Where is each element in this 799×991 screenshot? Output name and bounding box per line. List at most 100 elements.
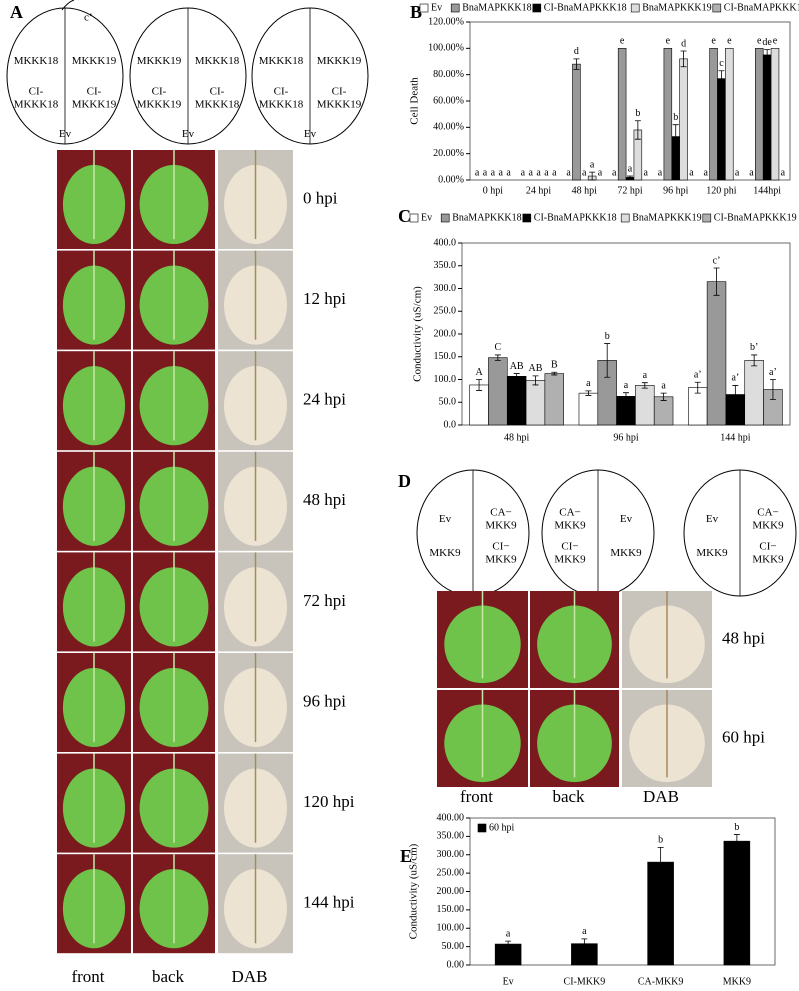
significance-letter: a [552,167,557,178]
error-bar [513,373,520,380]
label-line: MKK9 [554,519,586,531]
label-line: MKK9 [554,553,586,565]
label-line: CI− [492,540,509,552]
legend-swatch [620,213,630,223]
significance-letter: a [689,167,694,178]
x-tick-label: CI-MKK9 [564,976,606,987]
significance-letter: b [658,835,663,846]
legend-swatch [450,3,460,13]
error-bar [764,49,771,61]
legend-label: BnaMAPKKK18 [462,2,531,13]
legend-label: BnaMAPKKK19 [642,2,711,13]
row-label: 144 hpi [303,893,355,912]
label-line: Ev [304,127,317,139]
significance-letter: a [491,167,496,178]
x-tick-label: 48 hpi [572,185,598,196]
bar [725,48,734,181]
error-bar [672,124,679,149]
significance-letter: e [727,36,732,47]
significance-letter: AB [510,361,524,372]
diagram-label: CA− MKK9 [752,506,784,531]
y-tick-label: 350.0 [434,260,457,271]
label-line: MKK9 [696,547,728,559]
x-tick-label: Ev [503,976,514,987]
error-bar [769,379,776,400]
label-line: MKK9 [485,553,517,565]
y-tick-label: 350.00 [437,831,465,842]
label-line: MKK9 [429,547,461,559]
error-bar [733,834,740,849]
legend-label: CI-BnaMAPKKK18 [544,2,627,13]
x-tick-label: 120 phi [706,185,737,196]
significance-letter: e [711,36,716,47]
significance-letter: a [781,167,786,178]
y-tick-label: 0.0 [444,419,457,430]
bar [647,861,674,966]
row-label: 60 hpi [722,727,765,746]
y-tick-label: 150.00 [437,904,465,915]
x-tick-label: 48 hpi [504,432,530,443]
significance-letter: a [703,167,708,178]
diagram-label: CI− MKK9 [752,540,784,565]
diagram-label: MKK9 [696,547,728,559]
y-tick-label: 400.0 [434,237,457,248]
diagram-label: Ev [706,513,719,525]
error-bar [627,175,633,180]
y-tick-label: 0.00 [447,959,465,970]
error-bar [476,379,483,391]
label-line: CA− [490,506,511,518]
diagram-label: MKK9 [429,547,461,559]
x-tick-label: 96 hpi [613,432,639,443]
diagram-label: CI-MKKK18 [195,85,240,110]
error-bar [751,354,758,367]
x-tick-label: 144 hpi [720,432,751,443]
significance-letter: a [506,167,511,178]
legend-label: CI-BnaMAPKKK18 [534,212,617,223]
legend-swatch [440,213,450,223]
annotation: c’ [84,12,93,24]
row-label: 120 hpi [303,792,355,811]
significance-letter: b [734,822,739,833]
significance-letter: a [643,370,648,381]
y-tick-label: 20.00% [433,148,464,159]
panel-letter: A [10,2,23,22]
diagram-label: CI− MKK9 [554,540,586,565]
label-line: MKKK18 [14,55,59,67]
label-line: MKKK19 [317,55,362,67]
column-label: DAB [643,787,679,806]
significance-letter: d [574,46,579,57]
significance-letter: a [521,167,526,178]
x-tick-label: MKK9 [723,976,751,987]
significance-letter: a [536,167,541,178]
diagram-label: Ev [620,513,633,525]
significance-letter: a [528,167,533,178]
significance-letter: a [643,167,648,178]
label-line: MKKK18 [195,98,240,110]
y-tick-label: 80.00% [433,69,464,80]
bar [544,373,564,426]
significance-letter: de [762,37,772,48]
diagram-label: Ev [304,127,317,139]
diagram-label: CI-MKKK19 [317,85,362,110]
bar [723,840,751,966]
bar [663,48,673,181]
bar [762,54,772,181]
panel-letter: B [410,2,422,22]
diagram-label: MKKK19 [72,55,117,67]
legend-label: BnaMAPKKK19 [632,212,701,223]
y-tick-label: 250.0 [434,306,457,317]
y-tick-label: 300.00 [437,849,465,860]
y-tick-label: 0.00% [438,174,464,185]
y-tick-label: 100.0 [434,374,457,385]
significance-letter: a [582,926,587,937]
x-tick-label: 0 hpi [483,185,504,196]
error-bar [660,392,667,401]
bar [744,360,764,426]
row-label: 48 hpi [722,628,765,647]
significance-letter: a [475,167,480,178]
error-bar [505,940,512,948]
y-tick-label: 400.00 [437,812,465,823]
diagram-label: Ev [439,513,452,525]
column-label: front [460,787,493,806]
